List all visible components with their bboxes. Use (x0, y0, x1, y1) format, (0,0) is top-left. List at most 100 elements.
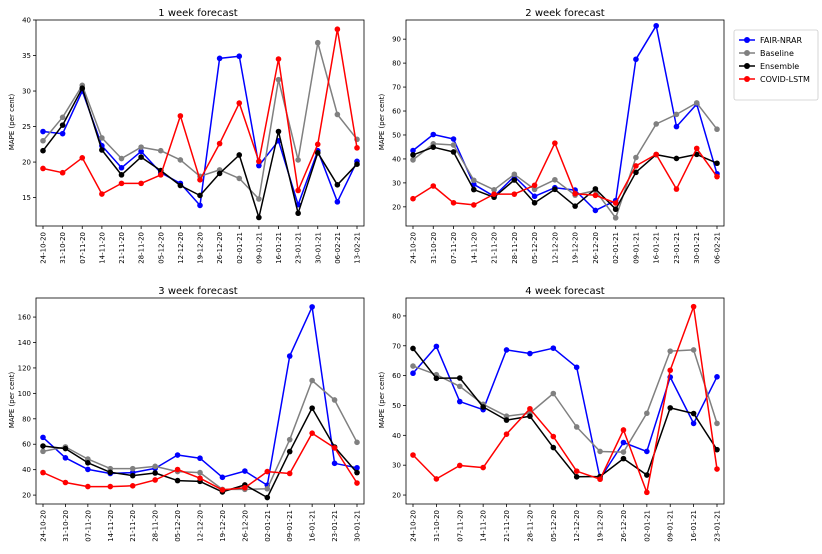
data-point (471, 186, 477, 193)
data-point (99, 147, 105, 153)
x-tick-label: 12-12-20 (197, 510, 205, 542)
data-point (667, 405, 674, 411)
y-tick-label: 30 (392, 462, 401, 470)
legend-item-covid-lstm: COVID-LSTM (739, 75, 810, 84)
y-tick-label: 40 (392, 155, 401, 163)
x-tick-label: 14-11-20 (480, 510, 488, 542)
y-tick-label: 40 (392, 432, 401, 440)
y-tick-label: 15 (22, 194, 31, 202)
data-point (673, 123, 680, 130)
y-tick-label: 120 (18, 364, 31, 372)
data-point (410, 363, 416, 369)
x-tick-label: 02-01-21 (643, 510, 651, 542)
data-point (456, 398, 463, 405)
y-tick-label: 20 (22, 492, 31, 500)
x-tick-label: 02-01-21 (612, 232, 620, 264)
data-point (552, 176, 558, 183)
data-point (572, 203, 578, 209)
x-tick-label: 06-02-21 (714, 232, 722, 264)
data-point (620, 427, 627, 433)
data-point (511, 171, 518, 178)
x-tick-label: 31-10-20 (433, 510, 441, 542)
x-tick-label: 30-01-21 (693, 232, 701, 264)
data-point (138, 154, 144, 160)
legend-swatch-marker (744, 37, 750, 43)
data-point (456, 462, 463, 469)
legend: FAIR-NRAR Baseline Ensemble COVID-LSTM (733, 29, 819, 101)
data-point (410, 370, 416, 377)
data-point (174, 466, 181, 473)
legend-frame (733, 29, 819, 101)
data-point (690, 303, 697, 310)
data-point (511, 177, 518, 183)
y-tick-label: 20 (392, 203, 401, 211)
series-covid-lstm (40, 430, 360, 493)
data-point (256, 158, 262, 165)
data-point (85, 460, 91, 466)
series-ensemble (410, 144, 720, 213)
data-point (118, 155, 125, 162)
x-tick-label: 05-12-20 (174, 510, 182, 542)
data-point (433, 343, 440, 350)
legend-item-fair-nrar: FAIR-NRAR (739, 36, 803, 45)
data-point (673, 111, 680, 118)
series-covid-lstm (410, 140, 720, 208)
y-tick-label: 20 (22, 159, 31, 167)
data-point (714, 374, 720, 380)
x-tick-label: 24-10-20 (410, 232, 418, 264)
data-point (62, 455, 69, 461)
data-point (275, 76, 282, 83)
y-axis-label: MAPE (per cent) (8, 372, 16, 429)
x-tick-label: 16-01-21 (309, 510, 317, 542)
data-point (673, 186, 680, 192)
y-tick-label: 30 (22, 88, 31, 96)
data-point (550, 390, 557, 397)
legend-label: Baseline (760, 49, 794, 58)
data-point (612, 215, 619, 221)
x-tick-label: 05-12-20 (531, 232, 539, 264)
legend-item-baseline: Baseline (739, 49, 794, 58)
data-point (295, 157, 301, 163)
data-point (410, 195, 416, 202)
y-tick-label: 90 (392, 36, 401, 44)
x-tick-label: 19-12-20 (219, 510, 227, 542)
data-point (216, 55, 223, 62)
x-tick-label: 21-11-20 (491, 232, 499, 264)
x-tick-label: 28-11-20 (152, 510, 160, 542)
x-tick-label: 02-01-21 (236, 232, 244, 264)
x-tick-label: 02-01-21 (264, 510, 272, 542)
y-tick-label: 35 (22, 52, 31, 60)
data-point (450, 149, 457, 155)
data-point (85, 466, 91, 473)
data-point (644, 410, 650, 417)
data-point (527, 413, 533, 420)
data-point (197, 455, 203, 462)
data-point (573, 364, 580, 371)
y-tick-label: 80 (392, 60, 401, 68)
x-tick-label: 14-11-20 (98, 232, 106, 264)
data-point (197, 177, 203, 183)
data-point (264, 468, 271, 475)
data-point (314, 39, 321, 46)
series-line (412, 102, 718, 219)
data-point (331, 397, 338, 403)
x-tick-label: 21-11-20 (503, 510, 511, 542)
data-point (314, 141, 321, 148)
data-point (99, 191, 105, 197)
data-point (264, 494, 271, 501)
data-point (673, 155, 680, 162)
x-tick-label: 24-10-20 (410, 510, 418, 542)
data-point (62, 479, 69, 486)
series-covid-lstm (40, 26, 360, 197)
data-point (503, 347, 510, 353)
data-point (286, 470, 293, 477)
x-tick-label: 26-12-20 (216, 232, 224, 264)
data-point (138, 148, 144, 155)
data-point (62, 445, 69, 452)
data-point (456, 375, 463, 381)
data-point (309, 430, 315, 436)
data-point (40, 165, 46, 172)
data-point (433, 476, 440, 482)
data-point (714, 466, 720, 472)
data-point (177, 157, 184, 163)
